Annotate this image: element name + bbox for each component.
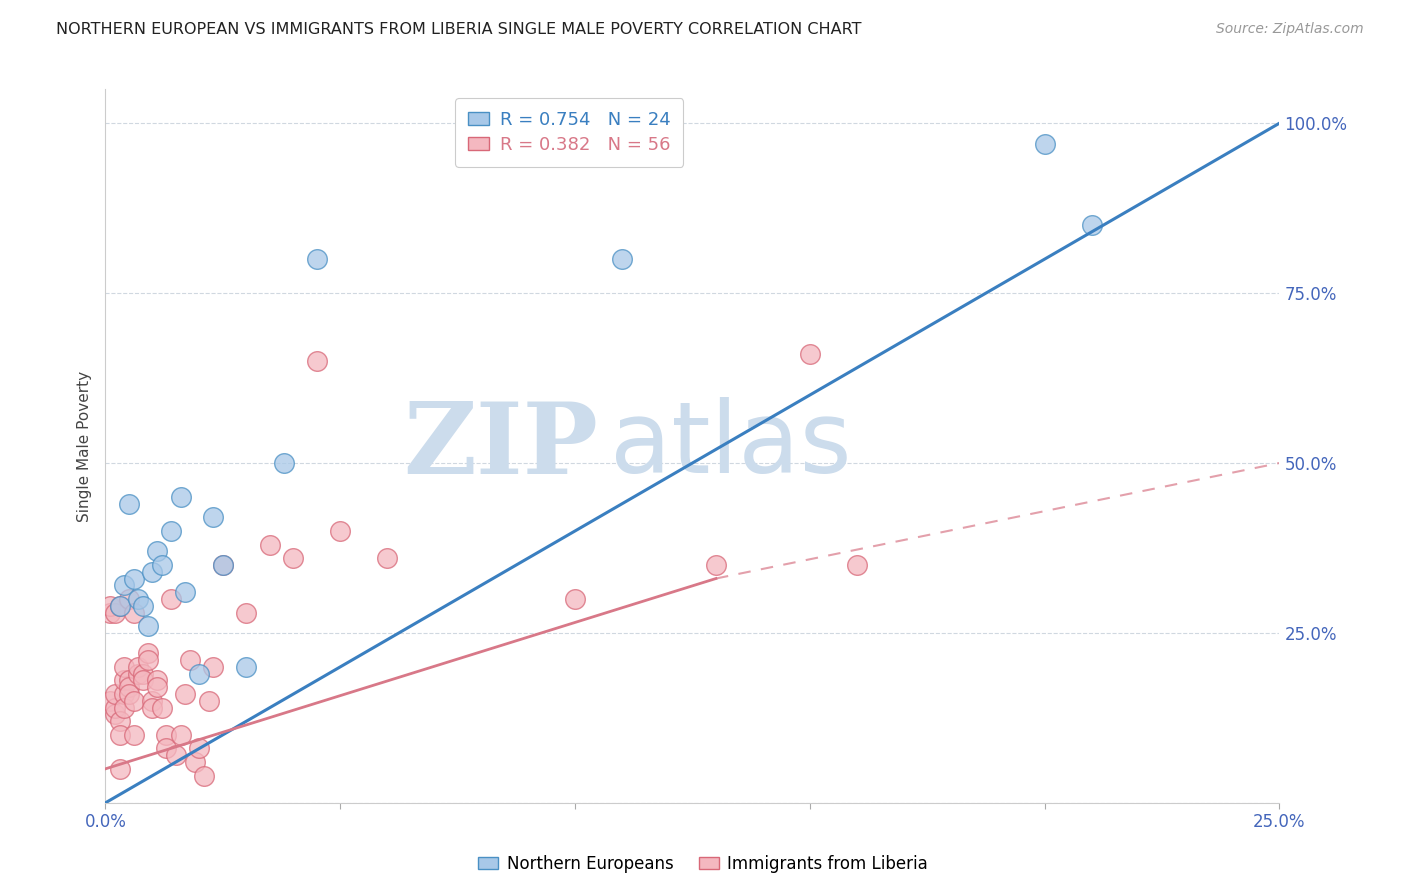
Point xyxy=(118,680,141,694)
Point xyxy=(146,544,169,558)
Point xyxy=(132,666,155,681)
Point xyxy=(188,741,211,756)
Point xyxy=(188,666,211,681)
Point xyxy=(150,700,173,714)
Legend: R = 0.754   N = 24, R = 0.382   N = 56: R = 0.754 N = 24, R = 0.382 N = 56 xyxy=(456,98,683,167)
Point xyxy=(112,700,135,714)
Point xyxy=(104,687,127,701)
Point xyxy=(122,572,145,586)
Point xyxy=(136,619,159,633)
Point xyxy=(104,606,127,620)
Point xyxy=(108,599,131,613)
Point xyxy=(283,551,305,566)
Point xyxy=(1080,218,1102,232)
Point xyxy=(610,252,633,266)
Point xyxy=(160,524,183,538)
Point xyxy=(132,599,155,613)
Point xyxy=(118,673,141,688)
Point xyxy=(202,660,225,674)
Point xyxy=(799,347,821,361)
Point xyxy=(112,660,135,674)
Point xyxy=(127,591,149,606)
Point xyxy=(211,558,233,572)
Point xyxy=(146,673,169,688)
Point xyxy=(211,558,233,572)
Point xyxy=(183,755,205,769)
Point xyxy=(704,558,727,572)
Point xyxy=(845,558,868,572)
Y-axis label: Single Male Poverty: Single Male Poverty xyxy=(77,370,93,522)
Point xyxy=(136,646,159,660)
Point xyxy=(122,606,145,620)
Point xyxy=(127,666,149,681)
Point xyxy=(141,565,163,579)
Point xyxy=(118,687,141,701)
Point xyxy=(305,354,328,368)
Point xyxy=(273,456,295,470)
Point xyxy=(104,700,127,714)
Text: atlas: atlas xyxy=(610,398,852,494)
Point xyxy=(118,497,141,511)
Point xyxy=(98,606,121,620)
Point xyxy=(179,653,201,667)
Point xyxy=(108,728,131,742)
Point xyxy=(141,700,163,714)
Point xyxy=(169,728,191,742)
Point xyxy=(104,707,127,722)
Point xyxy=(155,728,177,742)
Point xyxy=(160,591,183,606)
Legend: Northern Europeans, Immigrants from Liberia: Northern Europeans, Immigrants from Libe… xyxy=(472,848,934,880)
Point xyxy=(235,660,257,674)
Point xyxy=(634,136,657,151)
Point xyxy=(141,694,163,708)
Point xyxy=(193,769,215,783)
Point xyxy=(112,578,135,592)
Point xyxy=(98,599,121,613)
Point xyxy=(108,714,131,729)
Point xyxy=(155,741,177,756)
Point xyxy=(1033,136,1056,151)
Point xyxy=(235,606,257,620)
Point xyxy=(150,558,173,572)
Point xyxy=(174,687,197,701)
Point xyxy=(564,591,586,606)
Text: Source: ZipAtlas.com: Source: ZipAtlas.com xyxy=(1216,22,1364,37)
Text: ZIP: ZIP xyxy=(404,398,599,494)
Point xyxy=(259,537,281,551)
Point xyxy=(169,490,191,504)
Point xyxy=(146,680,169,694)
Point xyxy=(118,591,141,606)
Point xyxy=(202,510,225,524)
Point xyxy=(98,694,121,708)
Point xyxy=(127,660,149,674)
Point xyxy=(108,762,131,776)
Point xyxy=(122,728,145,742)
Point xyxy=(305,252,328,266)
Point xyxy=(136,653,159,667)
Point xyxy=(174,585,197,599)
Point xyxy=(112,687,135,701)
Point xyxy=(165,748,187,763)
Text: NORTHERN EUROPEAN VS IMMIGRANTS FROM LIBERIA SINGLE MALE POVERTY CORRELATION CHA: NORTHERN EUROPEAN VS IMMIGRANTS FROM LIB… xyxy=(56,22,862,37)
Point xyxy=(375,551,398,566)
Point xyxy=(132,673,155,688)
Point xyxy=(108,599,131,613)
Point xyxy=(540,136,562,151)
Point xyxy=(112,673,135,688)
Point xyxy=(197,694,219,708)
Point xyxy=(329,524,352,538)
Point xyxy=(122,694,145,708)
